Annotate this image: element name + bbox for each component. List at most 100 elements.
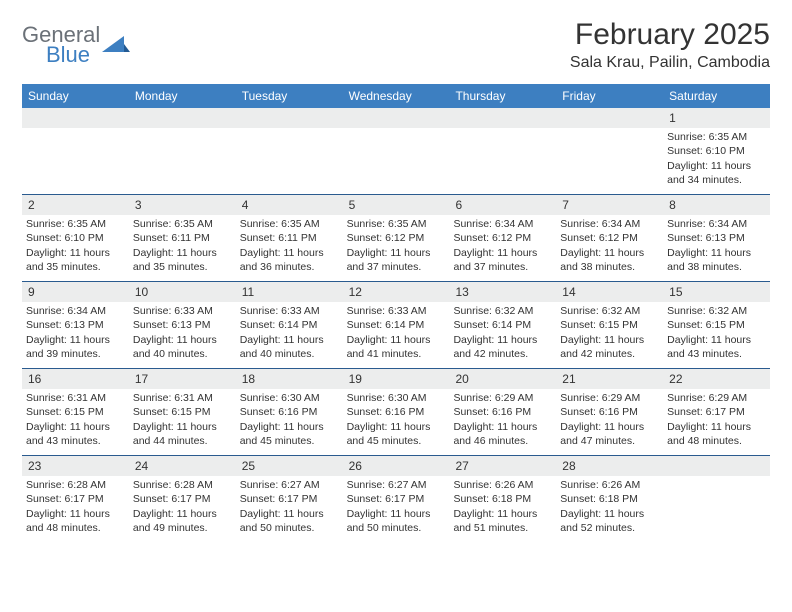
daylight-text: Daylight: 11 hours and 48 minutes. [667,420,766,448]
day-number: 9 [22,282,129,302]
day-info: Sunrise: 6:34 AMSunset: 6:12 PMDaylight:… [449,215,556,278]
day-number: 15 [663,282,770,302]
sunset-text: Sunset: 6:12 PM [453,231,552,245]
calendar-cell: 1Sunrise: 6:35 AMSunset: 6:10 PMDaylight… [663,108,770,194]
day-number: 20 [449,369,556,389]
weekday-header: Wednesday [343,84,450,108]
sunset-text: Sunset: 6:14 PM [453,318,552,332]
day-info: Sunrise: 6:29 AMSunset: 6:16 PMDaylight:… [556,389,663,452]
day-number [236,108,343,128]
sunset-text: Sunset: 6:13 PM [26,318,125,332]
sunset-text: Sunset: 6:11 PM [240,231,339,245]
calendar-cell: 11Sunrise: 6:33 AMSunset: 6:14 PMDayligh… [236,282,343,368]
triangle-icon [102,34,130,59]
calendar-cell [22,108,129,194]
daylight-text: Daylight: 11 hours and 39 minutes. [26,333,125,361]
day-number: 12 [343,282,450,302]
calendar-cell: 8Sunrise: 6:34 AMSunset: 6:13 PMDaylight… [663,195,770,281]
sunset-text: Sunset: 6:13 PM [667,231,766,245]
day-info: Sunrise: 6:27 AMSunset: 6:17 PMDaylight:… [343,476,450,539]
day-number: 16 [22,369,129,389]
daylight-text: Daylight: 11 hours and 47 minutes. [560,420,659,448]
daylight-text: Daylight: 11 hours and 42 minutes. [453,333,552,361]
day-number: 18 [236,369,343,389]
sunrise-text: Sunrise: 6:34 AM [667,217,766,231]
calendar-cell: 7Sunrise: 6:34 AMSunset: 6:12 PMDaylight… [556,195,663,281]
calendar-cell: 12Sunrise: 6:33 AMSunset: 6:14 PMDayligh… [343,282,450,368]
sunset-text: Sunset: 6:17 PM [667,405,766,419]
daylight-text: Daylight: 11 hours and 50 minutes. [347,507,446,535]
calendar-cell: 19Sunrise: 6:30 AMSunset: 6:16 PMDayligh… [343,369,450,455]
day-number: 11 [236,282,343,302]
day-number: 14 [556,282,663,302]
daylight-text: Daylight: 11 hours and 41 minutes. [347,333,446,361]
day-number [449,108,556,128]
day-info: Sunrise: 6:26 AMSunset: 6:18 PMDaylight:… [449,476,556,539]
day-number: 2 [22,195,129,215]
sunrise-text: Sunrise: 6:35 AM [26,217,125,231]
sunset-text: Sunset: 6:12 PM [560,231,659,245]
calendar-cell: 24Sunrise: 6:28 AMSunset: 6:17 PMDayligh… [129,456,236,542]
day-number: 4 [236,195,343,215]
weekday-header: Monday [129,84,236,108]
sunset-text: Sunset: 6:17 PM [240,492,339,506]
calendar-week: 9Sunrise: 6:34 AMSunset: 6:13 PMDaylight… [22,281,770,368]
sunrise-text: Sunrise: 6:33 AM [133,304,232,318]
calendar-cell [343,108,450,194]
calendar-week: 1Sunrise: 6:35 AMSunset: 6:10 PMDaylight… [22,108,770,194]
calendar-week: 2Sunrise: 6:35 AMSunset: 6:10 PMDaylight… [22,194,770,281]
calendar-cell: 20Sunrise: 6:29 AMSunset: 6:16 PMDayligh… [449,369,556,455]
sunset-text: Sunset: 6:13 PM [133,318,232,332]
sunrise-text: Sunrise: 6:32 AM [453,304,552,318]
day-info: Sunrise: 6:34 AMSunset: 6:12 PMDaylight:… [556,215,663,278]
sunset-text: Sunset: 6:18 PM [453,492,552,506]
page-header: General Blue February 2025 Sala Krau, Pa… [22,18,770,72]
title-block: February 2025 Sala Krau, Pailin, Cambodi… [570,18,770,72]
calendar-cell [129,108,236,194]
sunrise-text: Sunrise: 6:26 AM [560,478,659,492]
day-number: 28 [556,456,663,476]
calendar-cell: 10Sunrise: 6:33 AMSunset: 6:13 PMDayligh… [129,282,236,368]
calendar-cell [663,456,770,542]
day-number: 6 [449,195,556,215]
daylight-text: Daylight: 11 hours and 45 minutes. [240,420,339,448]
sunset-text: Sunset: 6:15 PM [667,318,766,332]
calendar-week: 23Sunrise: 6:28 AMSunset: 6:17 PMDayligh… [22,455,770,542]
daylight-text: Daylight: 11 hours and 35 minutes. [26,246,125,274]
day-info: Sunrise: 6:30 AMSunset: 6:16 PMDaylight:… [236,389,343,452]
daylight-text: Daylight: 11 hours and 50 minutes. [240,507,339,535]
calendar-cell: 17Sunrise: 6:31 AMSunset: 6:15 PMDayligh… [129,369,236,455]
daylight-text: Daylight: 11 hours and 51 minutes. [453,507,552,535]
day-info: Sunrise: 6:33 AMSunset: 6:14 PMDaylight:… [236,302,343,365]
calendar-cell: 2Sunrise: 6:35 AMSunset: 6:10 PMDaylight… [22,195,129,281]
calendar-cell: 13Sunrise: 6:32 AMSunset: 6:14 PMDayligh… [449,282,556,368]
weekday-header-row: Sunday Monday Tuesday Wednesday Thursday… [22,84,770,108]
daylight-text: Daylight: 11 hours and 37 minutes. [347,246,446,274]
day-number [343,108,450,128]
calendar-cell: 21Sunrise: 6:29 AMSunset: 6:16 PMDayligh… [556,369,663,455]
calendar-cell: 28Sunrise: 6:26 AMSunset: 6:18 PMDayligh… [556,456,663,542]
calendar-cell [556,108,663,194]
sunrise-text: Sunrise: 6:31 AM [26,391,125,405]
calendar-cell: 3Sunrise: 6:35 AMSunset: 6:11 PMDaylight… [129,195,236,281]
day-info: Sunrise: 6:28 AMSunset: 6:17 PMDaylight:… [22,476,129,539]
calendar-cell: 26Sunrise: 6:27 AMSunset: 6:17 PMDayligh… [343,456,450,542]
sunset-text: Sunset: 6:15 PM [133,405,232,419]
daylight-text: Daylight: 11 hours and 35 minutes. [133,246,232,274]
day-number [129,108,236,128]
day-info: Sunrise: 6:35 AMSunset: 6:12 PMDaylight:… [343,215,450,278]
day-number [663,456,770,476]
daylight-text: Daylight: 11 hours and 43 minutes. [26,420,125,448]
daylight-text: Daylight: 11 hours and 34 minutes. [667,159,766,187]
day-number: 25 [236,456,343,476]
weekday-header: Thursday [449,84,556,108]
sunrise-text: Sunrise: 6:34 AM [26,304,125,318]
sunset-text: Sunset: 6:16 PM [240,405,339,419]
sunrise-text: Sunrise: 6:28 AM [26,478,125,492]
sunset-text: Sunset: 6:15 PM [26,405,125,419]
weekday-header: Sunday [22,84,129,108]
day-number: 17 [129,369,236,389]
day-number [556,108,663,128]
day-info: Sunrise: 6:31 AMSunset: 6:15 PMDaylight:… [129,389,236,452]
day-info: Sunrise: 6:30 AMSunset: 6:16 PMDaylight:… [343,389,450,452]
